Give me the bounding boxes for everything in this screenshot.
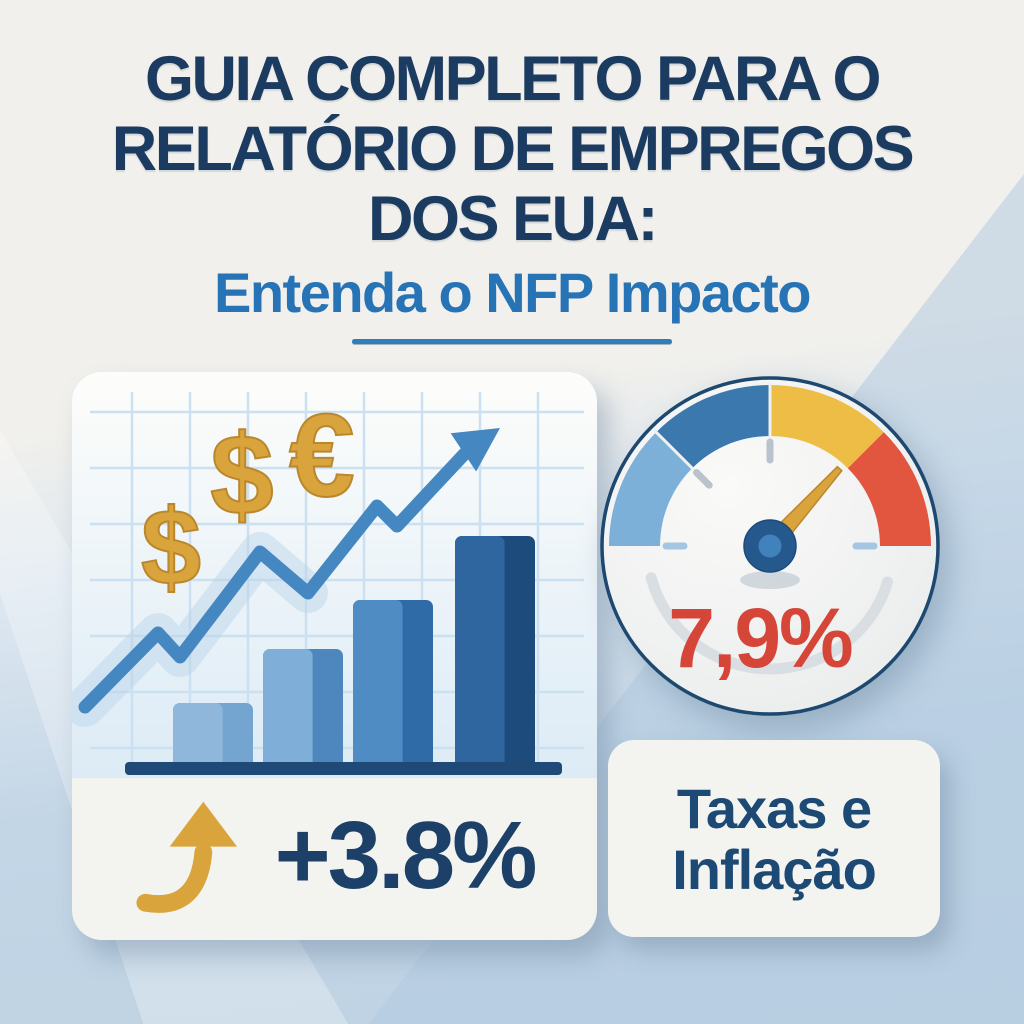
gauge-dial-illustration [600, 376, 940, 716]
rates-card-line-1: Taxas e [676, 776, 872, 840]
subtitle: Entenda o NFP Impacto [214, 261, 811, 324]
rates-inflation-card: Taxas e Inflação [608, 740, 940, 937]
title-block: GUIA COMPLETO PARA O RELATÓRIO DE EMPREG… [0, 44, 1024, 344]
title-line-2: RELATÓRIO DE EMPREGOS [111, 114, 915, 184]
svg-text:$: $ [210, 412, 273, 539]
growth-value: +3.8% [274, 802, 538, 909]
title-line-1: GUIA COMPLETO PARA O [144, 44, 882, 114]
growth-stat-strip: +3.8% [72, 778, 597, 940]
gauge-value: 7,9% [668, 591, 853, 685]
subtitle-underline-divider [352, 339, 672, 344]
rate-gauge: 7,9% [598, 374, 942, 718]
svg-text:$: $ [141, 486, 201, 607]
title-line-3: DOS EUA: [367, 184, 659, 254]
bar-chart-illustration: $ $ € [72, 372, 597, 778]
page-title: GUIA COMPLETO PARA O RELATÓRIO DE EMPREG… [0, 44, 1024, 254]
svg-text:€: € [289, 390, 355, 522]
growth-up-arrow-icon [136, 801, 237, 913]
employment-growth-card: $ $ € +3.8% [72, 372, 597, 940]
rates-card-line-2: Inflação [672, 837, 877, 901]
